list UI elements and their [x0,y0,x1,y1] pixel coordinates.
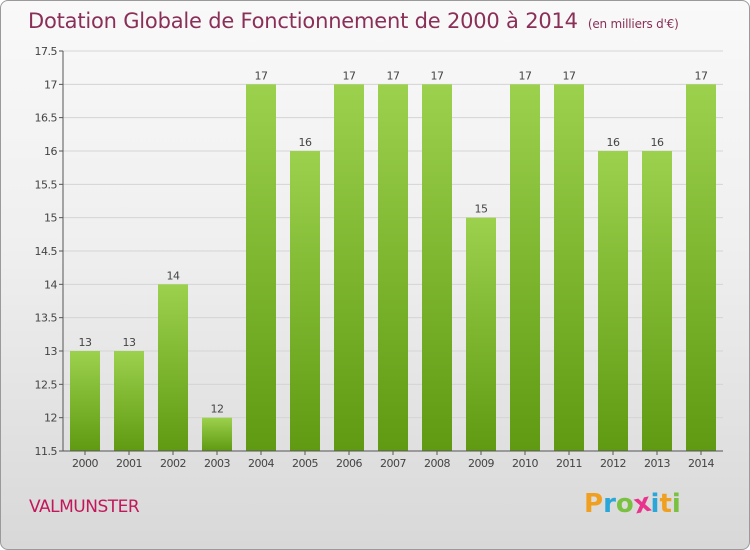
y-tick-label: 15.5 [35,178,58,191]
chart-title-text: Dotation Globale de Fonctionnement de 20… [28,9,578,33]
bar [598,151,628,451]
y-tick-label: 13 [44,345,57,358]
y-tick-label: 14.5 [35,245,58,258]
bar-value-label: 15 [475,203,488,216]
bar-value-label: 12 [211,403,224,416]
x-tick-label: 2005 [292,457,318,470]
x-tick-label: 2006 [336,457,362,470]
x-tick-label: 2000 [72,457,98,470]
bar [334,84,364,451]
bar [202,417,232,451]
x-tick-label: 2010 [512,457,538,470]
bar [114,351,144,451]
bar-value-label: 17 [343,69,356,82]
chart-title: Dotation Globale de Fonctionnement de 20… [28,9,679,33]
x-tick-label: 2003 [204,457,230,470]
bar-value-label: 16 [607,136,620,149]
logo-letter: i [650,489,660,519]
axes: 11.5 12 12.5 13 13.5 14 14.5 15 15.5 16 16.5 17 17.5… [35,45,723,470]
bar [246,84,276,451]
y-tick-label: 15 [44,212,57,225]
y-tick-label: 12 [44,412,57,425]
x-tick-label: 2008 [424,457,450,470]
bar [422,84,452,451]
bar-value-label: 17 [695,69,708,82]
bar-value-label: 17 [563,69,576,82]
bar-value-label: 17 [431,69,444,82]
y-tick-label: 11.5 [35,445,58,458]
proxiti-logo[interactable]: Proxiti [584,488,681,521]
bar-value-label: 16 [651,136,664,149]
bar-value-label: 13 [79,336,92,349]
y-tick-label: 17.5 [35,45,58,58]
bar [642,151,672,451]
y-tick-label: 16.5 [35,112,58,125]
chart-subtitle: (en milliers d'€) [587,17,679,31]
logo-letter: i [671,489,681,519]
y-tick-label: 13.5 [35,312,58,325]
x-tick-label: 2014 [688,457,714,470]
bar [510,84,540,451]
bar-value-label: 14 [167,269,180,282]
bar-value-label: 17 [255,69,268,82]
y-tick-label: 14 [44,278,57,291]
bar-value-label: 17 [387,69,400,82]
bar [70,351,100,451]
logo-letter: P [584,489,604,519]
logo-letter: r [603,489,616,519]
bar [290,151,320,451]
x-tick-label: 2007 [380,457,406,470]
y-tick-label: 12.5 [35,378,58,391]
y-tick-label: 17 [44,78,57,91]
bars: 13 13 14 12 17 16 17 17 17 15 17 17 16 16 17 [70,69,716,451]
x-tick-label: 2013 [644,457,670,470]
x-tick-label: 2012 [600,457,626,470]
bar-value-label: 17 [519,69,532,82]
bar [378,84,408,451]
bar [554,84,584,451]
bar-value-label: 13 [123,336,136,349]
x-tick-label: 2002 [160,457,186,470]
x-tick-label: 2011 [556,457,582,470]
x-tick-label: 2004 [248,457,274,470]
bar [158,284,188,451]
commune-name: VALMUNSTER [29,497,140,517]
bar [466,217,496,451]
bar-value-label: 16 [299,136,312,149]
logo-letter: t [659,489,672,519]
x-tick-label: 2001 [116,457,142,470]
x-tick-label: 2009 [468,457,494,470]
y-tick-label: 16 [44,145,57,158]
logo-letter: o [615,489,634,519]
bar [686,84,716,451]
